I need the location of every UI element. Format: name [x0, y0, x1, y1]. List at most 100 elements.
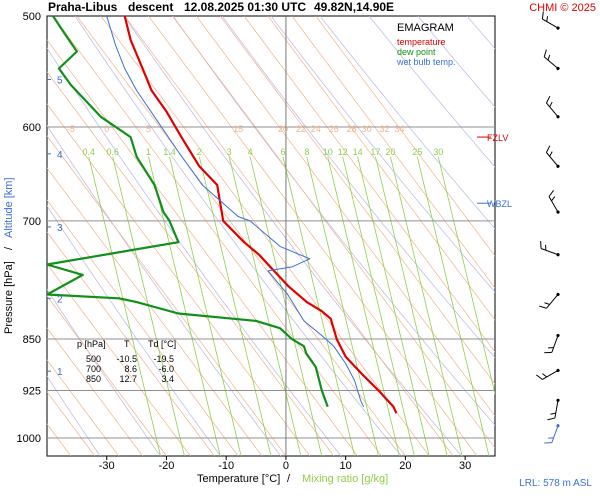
wind-barb-flag [536, 374, 543, 380]
dry-adiabat-line [47, 124, 282, 456]
altitude-tick-label: 1 [57, 367, 63, 378]
series-layer [47, 16, 398, 414]
gridlines [47, 16, 495, 456]
dry-adiabat-line [47, 288, 161, 456]
level-table: p [hPa] T Td [°C] 500 -10.5 -19.5 700 8.… [77, 339, 176, 384]
wind-barb-flag [538, 305, 547, 309]
wind-barb-flag [543, 49, 547, 58]
moist-adiabat-line [47, 39, 358, 456]
moist-adiabat-label: 28 [347, 124, 357, 134]
moist-adiabat-line [124, 16, 454, 456]
wind-barb-flag [541, 11, 544, 20]
wind-barb-staff [542, 370, 559, 380]
moist-adiabat-line [219, 16, 495, 385]
mixing-ratio-label: 25 [412, 147, 422, 157]
table-row-2-td: -6.0 [158, 364, 174, 374]
mixing-ratio-line [342, 156, 415, 456]
wind-barb [541, 11, 560, 30]
x-tick-label: 0 [283, 460, 289, 472]
moist-adiabat-label: 5 [146, 124, 151, 134]
moist-adiabat-line [267, 16, 495, 321]
altitude-tick-label: 2 [57, 294, 63, 305]
mixing-ratio-label: 8 [304, 147, 309, 157]
header-mode: descent [128, 0, 173, 14]
x-axis-label-secondary: Mixing ratio [g/kg] [302, 473, 388, 485]
dry-adiabat-line [74, 16, 402, 456]
moist-adiabat-label: 26 [329, 124, 339, 134]
legend-wet-bulb: wet bulb temp. [396, 57, 456, 67]
mixing-ratio-line [306, 156, 379, 456]
moist-adiabat-line [47, 231, 215, 456]
moist-adiabat-label: 15 [233, 124, 243, 134]
moist-adiabat-line [47, 71, 334, 456]
mixing-ratio-label: 1 [146, 147, 151, 157]
mixing-ratio-line [228, 156, 302, 456]
wind-barb-flag [542, 373, 548, 378]
moist-adiabat-label: 32 [379, 124, 389, 134]
wind-barb [536, 368, 560, 380]
mixing-ratio-label: 4 [248, 147, 253, 157]
wind-barb [544, 333, 560, 354]
x-tick-label: 30 [459, 460, 471, 472]
wind-barb-flag [550, 412, 556, 415]
moist-adiabat-line [291, 16, 495, 289]
wind-barb-flag [547, 417, 555, 421]
moist-adiabat-label: 20 [278, 124, 288, 134]
wind-barb-flag [546, 16, 549, 22]
dry-adiabat-line [123, 16, 462, 456]
mixing-ratio-label: 20 [385, 147, 395, 157]
mixing-ratio-line [327, 156, 400, 456]
table-row-2-t: 8.6 [124, 364, 137, 374]
header-station: Praha-Libus [48, 0, 118, 14]
moist-adiabat-label: 30 [362, 124, 372, 134]
wind-barb-staff [546, 152, 559, 167]
wind-barb [543, 49, 560, 71]
dry-adiabat-line [47, 205, 221, 456]
moist-adiabat-line [47, 103, 311, 456]
legend-title: EMAGRAM [397, 22, 454, 34]
mixing-ratio-line [416, 156, 490, 456]
table-row-1-p: 500 [86, 354, 101, 364]
table-row-1-td: -19.5 [153, 354, 174, 364]
table-row-1-t: -10.5 [116, 354, 137, 364]
wind-barb-flag [544, 351, 552, 354]
legend-dew-point: dew point [397, 47, 436, 57]
wind-barb-staff [546, 102, 559, 118]
wind-barb-staff [540, 248, 559, 256]
table-row-3-p: 850 [86, 374, 101, 384]
wind-barb-flag [544, 302, 550, 305]
mixing-ratio-label: 2 [197, 147, 202, 157]
wind-barb-flag [549, 151, 553, 157]
wind-barb [545, 145, 560, 168]
moist-adiabat-label: 24 [311, 124, 321, 134]
mixing-ratio-label: 3 [227, 147, 232, 157]
dry-adiabat-line [221, 16, 495, 359]
table-header-td: Td [°C] [148, 339, 176, 349]
moist-adiabat-line [52, 16, 382, 456]
mixing-ratio-line [169, 156, 242, 456]
wind-barb-flag [545, 244, 547, 251]
altitude-tick-label: 4 [57, 150, 63, 161]
mixing-ratio-label: 14 [353, 147, 363, 157]
series-line-temperature [123, 16, 398, 414]
wind-barb-staff [551, 425, 559, 443]
header-datetime: 12.08.2025 01:30 UTC [184, 0, 306, 14]
table-header-p: p [hPa] [77, 339, 106, 349]
lrl-label: LRL: 578 m ASL [519, 478, 592, 489]
wind-barb-flag [544, 442, 552, 444]
x-tick-label: 20 [399, 460, 411, 472]
mixing-ratio-line [198, 156, 272, 456]
mixing-ratio-label: 10 [323, 147, 333, 157]
moist-adiabat-label: -5 [67, 124, 75, 134]
y-axis-label-separator: / [3, 246, 15, 250]
mixing-ratio-label: 17 [371, 147, 381, 157]
moist-adiabat-label: 34 [394, 124, 404, 134]
mixing-ratio-label: 30 [433, 147, 443, 157]
wind-barb [547, 398, 560, 421]
moist-adiabat-label: 0 [104, 124, 109, 134]
x-tick-label: -20 [159, 460, 175, 472]
mixing-ratio-line [437, 156, 495, 396]
moist-adiabat-line [47, 295, 167, 456]
mixing-ratio-line [88, 156, 161, 456]
